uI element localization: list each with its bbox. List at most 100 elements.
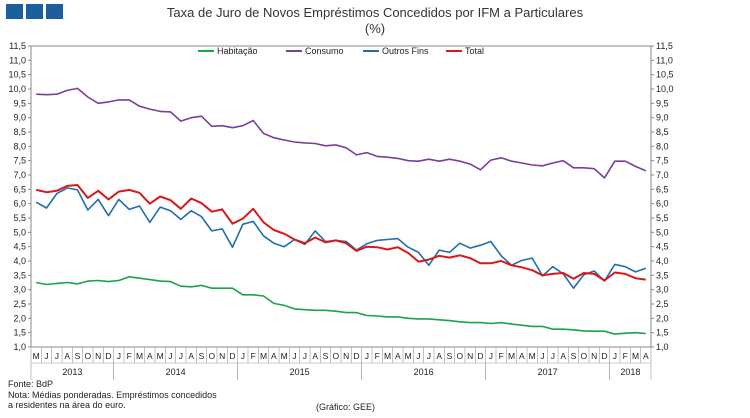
- x-month-label: A: [188, 351, 194, 361]
- y-tick-label-right: 11,0: [656, 55, 673, 65]
- y-tick-label-right: 3,0: [656, 285, 669, 295]
- x-month-label: J: [489, 351, 493, 361]
- logo-block-3: [46, 4, 63, 19]
- x-year-label: 2017: [538, 367, 558, 377]
- x-month-label: D: [105, 351, 111, 361]
- x-month-label: M: [405, 351, 412, 361]
- x-month-label: M: [384, 351, 391, 361]
- x-month-label: N: [467, 351, 473, 361]
- x-month-label: J: [168, 351, 172, 361]
- x-month-label: N: [219, 351, 225, 361]
- y-tick-label-left: 8,5: [13, 127, 26, 137]
- x-month-label: D: [353, 351, 359, 361]
- x-year-label: 2014: [166, 367, 186, 377]
- y-tick-label-left: 5,0: [13, 227, 26, 237]
- x-month-label: A: [312, 351, 318, 361]
- line-chart: 1,0 1,0 1,5 1,5 2,0 2,0 2,5 2,5 3,0 3,0 3,5 3,5 4,0 4…: [8, 41, 674, 380]
- x-month-label: N: [591, 351, 597, 361]
- y-tick-label-left: 2,5: [13, 299, 26, 309]
- y-tick-label-left: 1,0: [13, 342, 26, 352]
- chart-credit: (Gráfico: GEE): [316, 402, 376, 412]
- x-month-label: F: [127, 351, 132, 361]
- x-month-label: A: [395, 351, 401, 361]
- series-line-habitacao: [36, 275, 646, 335]
- y-tick-label-left: 9,0: [13, 113, 26, 123]
- note-line-2: a residentes na área do euro.: [8, 400, 126, 410]
- x-month-label: M: [508, 351, 515, 361]
- x-month-label: J: [44, 351, 48, 361]
- chart-title: Taxa de Juro de Novos Empréstimos Conced…: [166, 5, 584, 20]
- plot-area: [30, 45, 652, 348]
- y-tick-label-left: 10,0: [8, 84, 26, 94]
- x-month-label: M: [260, 351, 267, 361]
- y-tick-label-right: 1,5: [656, 328, 669, 338]
- x-month-label: F: [251, 351, 256, 361]
- y-tick-label-right: 4,0: [656, 256, 669, 266]
- y-tick-label-right: 10,5: [656, 70, 674, 80]
- x-month-label: A: [436, 351, 442, 361]
- y-tick-label-right: 5,0: [656, 227, 669, 237]
- bank-logo: [6, 4, 63, 19]
- y-tick-label-right: 1,0: [656, 342, 669, 352]
- y-tick-label-left: 3,0: [13, 285, 26, 295]
- x-month-label: O: [457, 351, 464, 361]
- y-tick-label-right: 9,5: [656, 98, 669, 108]
- source-notes: Fonte: BdP Nota: Médias ponderadas. Empr…: [8, 379, 217, 411]
- logo-block-2: [26, 4, 43, 19]
- y-tick-label-right: 8,5: [656, 127, 669, 137]
- source-label: Fonte: BdP: [8, 379, 54, 389]
- x-month-label: S: [571, 351, 577, 361]
- y-tick-label-right: 7,5: [656, 156, 669, 166]
- x-month-label: N: [343, 351, 349, 361]
- y-tick-label-right: 3,5: [656, 270, 669, 280]
- x-year-label: 2018: [620, 367, 640, 377]
- y-tick-label-left: 5,5: [13, 213, 26, 223]
- x-month-label: J: [303, 351, 307, 361]
- x-month-label: S: [75, 351, 81, 361]
- x-month-label: J: [416, 351, 420, 361]
- y-tick-label-left: 4,5: [13, 242, 26, 252]
- x-month-label: S: [199, 351, 205, 361]
- x-month-label: O: [581, 351, 588, 361]
- x-month-label: D: [229, 351, 235, 361]
- y-tick-label-right: 6,5: [656, 184, 669, 194]
- x-year-label: 2015: [290, 367, 310, 377]
- x-month-label: D: [477, 351, 483, 361]
- x-month-label: J: [292, 351, 296, 361]
- x-month-label: J: [117, 351, 121, 361]
- x-year-label: 2013: [62, 367, 82, 377]
- y-tick-label-left: 6,0: [13, 199, 26, 209]
- x-month-label: A: [64, 351, 70, 361]
- y-tick-label-left: 7,0: [13, 170, 26, 180]
- note-line-1: Nota: Médias ponderadas. Empréstimos con…: [8, 389, 217, 400]
- x-month-label: J: [613, 351, 617, 361]
- x-month-label: J: [365, 351, 369, 361]
- x-month-label: J: [55, 351, 59, 361]
- x-month-label: M: [136, 351, 143, 361]
- x-month-label: M: [157, 351, 164, 361]
- x-month-label: A: [271, 351, 277, 361]
- legend-label-total: Total: [465, 46, 484, 56]
- x-month-label: S: [323, 351, 329, 361]
- logo-block-1: [6, 4, 23, 19]
- x-month-label: J: [540, 351, 544, 361]
- y-tick-label-left: 11,0: [9, 55, 26, 65]
- series-line-total: [35, 184, 646, 282]
- y-tick-label-left: 2,0: [13, 313, 26, 323]
- legend-label-consumo: Consumo: [305, 46, 344, 56]
- x-month-label: J: [179, 351, 183, 361]
- x-month-label: M: [281, 351, 288, 361]
- x-month-label: A: [147, 351, 153, 361]
- y-tick-label-left: 1,5: [13, 328, 26, 338]
- x-month-label: A: [643, 351, 649, 361]
- x-month-label: J: [427, 351, 431, 361]
- y-tick-label-left: 11,5: [9, 41, 26, 51]
- y-tick-label-left: 7,5: [13, 156, 26, 166]
- y-tick-label-right: 2,0: [656, 313, 669, 323]
- y-tick-label-left: 3,5: [13, 270, 26, 280]
- y-tick-label-right: 7,0: [656, 170, 669, 180]
- y-tick-label-right: 5,5: [656, 213, 669, 223]
- y-tick-label-right: 11,5: [656, 41, 673, 51]
- x-month-label: M: [632, 351, 639, 361]
- x-month-label: N: [95, 351, 101, 361]
